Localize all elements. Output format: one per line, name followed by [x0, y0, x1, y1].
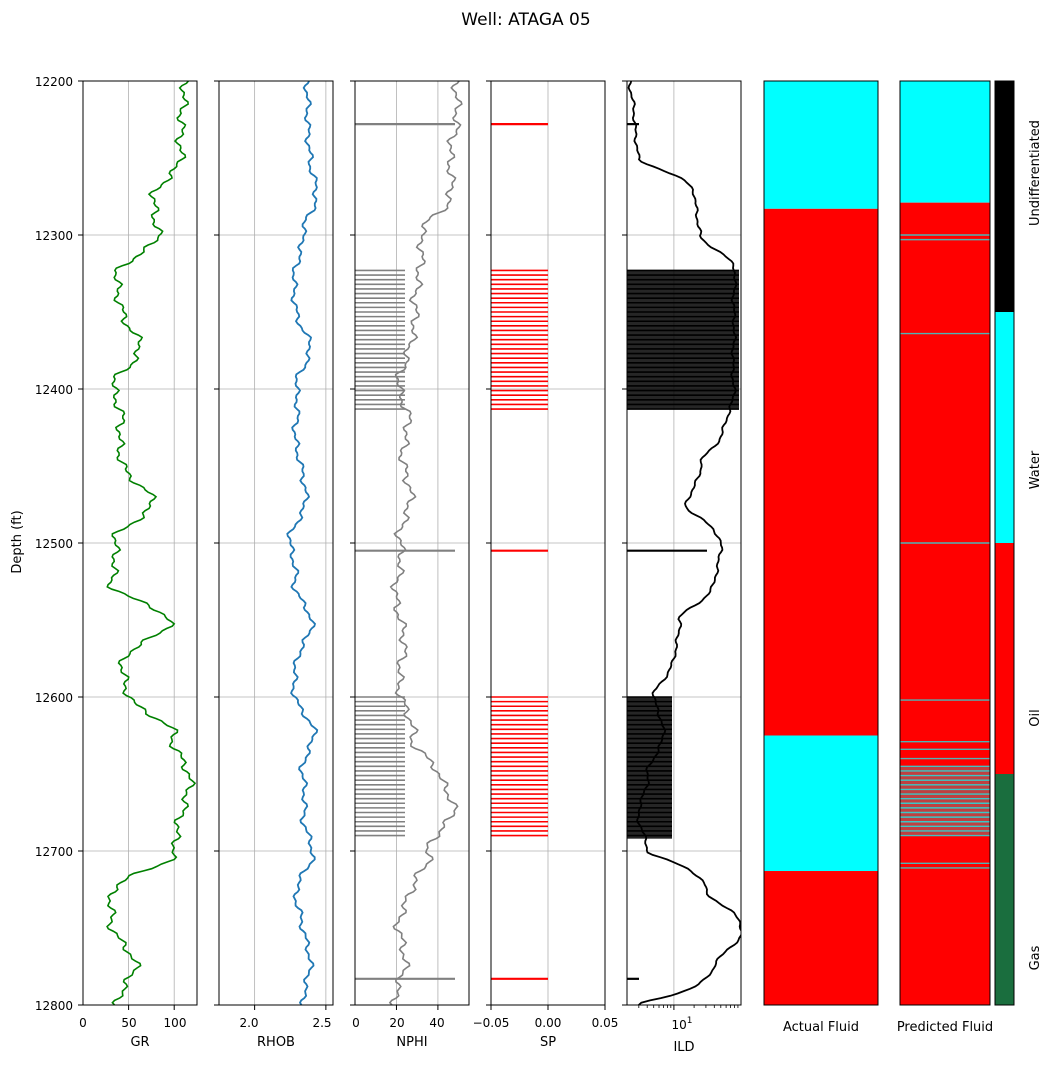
predicted-fluid-frame: [899, 80, 991, 1006]
predicted-fluid-stripes: [900, 234, 990, 869]
nphi-tick-20: 20: [389, 1016, 404, 1030]
ild-tick-10: 101: [671, 1016, 692, 1032]
gr-tick-0: 0: [79, 1016, 87, 1030]
ild-frame: [626, 80, 742, 1006]
actual-fluid-frame: [763, 80, 879, 1006]
rhob-track: 2.0 2.5 RHOB: [214, 80, 334, 1050]
colorbar-label-undifferentiated: Undifferentiated: [1028, 120, 1043, 226]
ild-curve: [627, 81, 741, 1005]
gr-curve: [106, 81, 197, 1005]
actual-fluid-interval-oil: [764, 208, 878, 736]
nphi-grid: [350, 80, 469, 1010]
rhob-grid: [214, 80, 333, 1010]
predicted-fluid-intervals: [900, 81, 990, 1005]
depth-tick-12600: 12600: [35, 691, 73, 705]
ild-track: 101 ILD: [622, 80, 742, 1055]
gr-axis-label: GR: [130, 1035, 149, 1050]
colorbar-undifferentiated: [995, 81, 1014, 312]
depth-tick-12300: 12300: [35, 229, 73, 243]
gr-grid: [78, 80, 197, 1010]
nphi-axis-label: NPHI: [396, 1035, 427, 1050]
nphi-shading: [355, 123, 455, 980]
depth-tick-12200: 12200: [35, 75, 73, 89]
rhob-frame: [218, 80, 334, 1006]
sp-tick-pos: 0.05: [592, 1016, 619, 1030]
gr-tick-100: 100: [164, 1016, 187, 1030]
depth-tick-12500: 12500: [35, 537, 73, 551]
depth-tick-12800: 12800: [35, 999, 73, 1013]
gr-frame: [82, 80, 198, 1006]
nphi-curve: [388, 81, 463, 1005]
rhob-tick-2-0: 2.0: [239, 1016, 258, 1030]
predicted-fluid-track: Predicted Fluid: [897, 80, 993, 1035]
sp-tick-neg: −0.05: [473, 1016, 510, 1030]
colorbar-label-gas: Gas: [1028, 945, 1043, 970]
ild-grid: [622, 80, 741, 1010]
predicted-fluid-label: Predicted Fluid: [897, 1020, 993, 1035]
nphi-frame: [354, 80, 470, 1006]
rhob-curve: [286, 81, 319, 1005]
gr-track: 0 50 100 GR: [78, 80, 198, 1050]
nphi-track: 0 20 40 NPHI: [350, 80, 470, 1050]
depth-tick-12700: 12700: [35, 845, 73, 859]
actual-fluid-track: Actual Fluid: [763, 80, 879, 1035]
ild-shading: [627, 123, 739, 980]
sp-tick-zero: 0.00: [535, 1016, 562, 1030]
depth-axis-label: Depth (ft): [10, 510, 25, 573]
fluid-colorbar: Undifferentiated Water Oil Gas: [994, 80, 1043, 1006]
ild-axis-label: ILD: [673, 1040, 694, 1055]
sp-grid: [486, 80, 606, 1010]
actual-fluid-interval-oil: [764, 871, 878, 1005]
nphi-tick-0: 0: [352, 1016, 360, 1030]
actual-fluid-interval-water: [764, 735, 878, 872]
nphi-tick-40: 40: [429, 1016, 444, 1030]
predicted-water-zone: [900, 766, 990, 836]
sp-axis-label: SP: [540, 1035, 556, 1050]
depth-tick-labels: 12200 12300 12400 12500 12600 12700 1280…: [35, 75, 73, 1013]
sp-track: −0.05 0.00 0.05 SP: [473, 80, 619, 1050]
colorbar-label-oil: Oil: [1028, 709, 1043, 726]
rhob-axis-label: RHOB: [257, 1035, 295, 1050]
colorbar-frame: [994, 80, 1015, 1006]
actual-fluid-label: Actual Fluid: [783, 1020, 859, 1035]
colorbar-label-water: Water: [1028, 450, 1043, 489]
depth-tick-12400: 12400: [35, 383, 73, 397]
colorbar-oil: [995, 543, 1014, 774]
colorbar-gas: [995, 774, 1014, 1005]
actual-fluid-intervals: [764, 81, 878, 1005]
predicted-fluid-interval-oil: [900, 202, 990, 1005]
actual-fluid-interval-water: [764, 81, 878, 209]
sp-frame: [490, 80, 606, 1006]
predicted-fluid-interval-water: [900, 81, 990, 203]
sp-shading: [491, 123, 548, 980]
colorbar-water: [995, 312, 1014, 543]
rhob-tick-2-5: 2.5: [312, 1016, 331, 1030]
gr-tick-50: 50: [121, 1016, 136, 1030]
shading-fill: [627, 697, 672, 839]
chart-title: Well: ATAGA 05: [461, 10, 590, 30]
shading-fill: [627, 270, 739, 410]
